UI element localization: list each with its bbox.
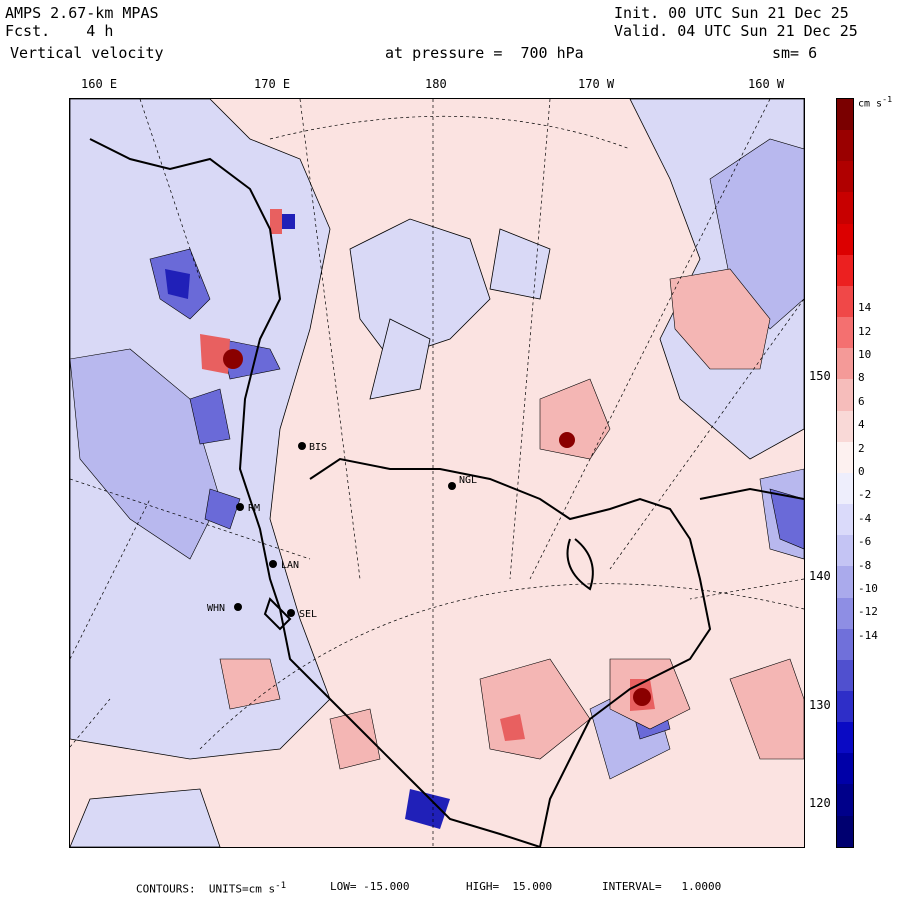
colorbar-swatch <box>837 535 853 567</box>
station-ngl: NGL <box>459 475 477 486</box>
colorbar-unit-exp: -1 <box>882 94 893 104</box>
colorbar <box>836 98 854 848</box>
colorbar-swatch <box>837 472 853 505</box>
lon-label-180: 180 <box>425 77 447 91</box>
colorbar-label: -10 <box>858 582 878 595</box>
colorbar-label: 10 <box>858 348 872 361</box>
colorbar-swatch <box>837 285 853 318</box>
colorbar-swatch <box>837 722 853 754</box>
colorbar-label: -12 <box>858 605 878 619</box>
footer-low: LOW= -15.000 <box>330 880 410 893</box>
pressure-level: at pressure = 700 hPa <box>385 44 584 62</box>
colorbar-swatch <box>837 223 853 255</box>
colorbar-label: -6 <box>858 535 872 549</box>
valid-time: Valid. 04 UTC Sun 21 Dec 25 <box>614 22 858 40</box>
station-rm: RM <box>248 503 260 514</box>
colorbar-label: 0 <box>858 465 865 478</box>
map-canvas: BIS NGL RM LAN WHN SEL <box>70 99 804 847</box>
colorbar-swatch <box>837 659 853 691</box>
footer-contours: CONTOURS: UNITS=cm s-1 <box>136 880 286 896</box>
colorbar-label: -2 <box>858 488 872 502</box>
smoothing-label: sm= 6 <box>772 44 818 62</box>
colorbar-swatch <box>837 690 853 723</box>
colorbar-swatch <box>837 815 853 847</box>
forecast-label-text: Fcst. <box>5 22 51 40</box>
colorbar-swatch <box>837 504 853 536</box>
footer-interval: INTERVAL= 1.0000 <box>602 880 722 893</box>
colorbar-label: -14 <box>858 628 878 642</box>
station-lan: LAN <box>281 560 299 571</box>
colorbar-swatch <box>837 317 853 349</box>
lon-label-160e: 160 E <box>81 77 118 91</box>
colorbar-swatch <box>837 566 853 598</box>
footer-unit-exp: -1 <box>275 880 287 891</box>
colorbar-label: -8 <box>858 558 872 572</box>
vertical-velocity-map[interactable]: BIS NGL RM LAN WHN SEL <box>69 98 805 848</box>
init-time: Init. 00 UTC Sun 21 Dec 25 <box>614 4 849 22</box>
station-whn: WHN <box>207 603 225 614</box>
colorbar-label: 4 <box>858 418 865 432</box>
forecast-hours: 4 h <box>86 22 114 40</box>
colorbar-swatch <box>837 254 853 286</box>
lon-label-160w: 160 W <box>748 77 785 91</box>
colorbar-swatch <box>837 410 853 442</box>
colorbar-label: 2 <box>858 441 865 455</box>
lon-label-170w: 170 W <box>578 77 615 91</box>
colorbar-label: 12 <box>858 324 872 338</box>
colorbar-swatch <box>837 379 853 411</box>
colorbar-label: 14 <box>858 301 872 315</box>
colorbar-unit-text: cm s <box>858 98 883 110</box>
footer-units: CONTOURS: UNITS=cm s <box>136 882 276 896</box>
colorbar-swatch <box>837 597 853 629</box>
forecast-label: Fcst. 4 h <box>5 22 113 40</box>
colorbar-swatch <box>837 784 853 816</box>
colorbar-swatch <box>837 348 853 380</box>
colorbar-swatch <box>837 130 853 162</box>
colorbar-unit: cm s-1 <box>858 94 892 109</box>
colorbar-swatch <box>837 99 853 131</box>
lon-label-170e: 170 E <box>254 77 291 91</box>
field-name: Vertical velocity <box>10 44 164 62</box>
colorbar-swatch <box>837 161 853 193</box>
station-sel: SEL <box>299 609 317 620</box>
footer-high: HIGH= 15.000 <box>466 880 553 893</box>
colorbar-swatch <box>837 441 853 473</box>
colorbar-label: 6 <box>858 394 865 408</box>
colorbar-swatch <box>837 753 853 785</box>
station-bis: BIS <box>309 442 327 453</box>
colorbar-label: -4 <box>858 511 872 525</box>
colorbar-swatch <box>837 192 853 224</box>
colorbar-swatch <box>837 628 853 660</box>
model-title: AMPS 2.67-km MPAS <box>5 4 159 22</box>
colorbar-label: 8 <box>858 371 865 385</box>
